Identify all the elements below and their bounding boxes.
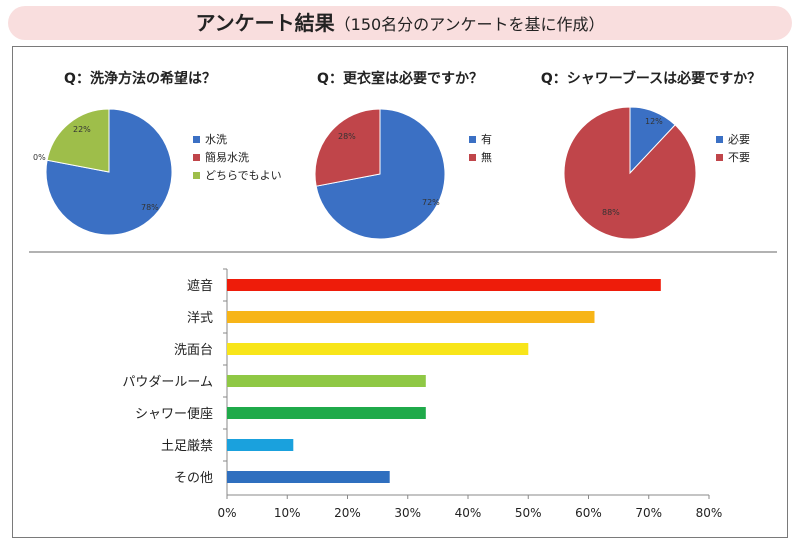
pie-2-legend-swatch-2 (469, 154, 476, 161)
bar-x-tick-label-5: 40% (455, 506, 482, 520)
pie-2-slice-1 (315, 108, 446, 240)
bar-x-tick-label-9: 80% (696, 506, 723, 520)
pie-1-legend-swatch-3 (193, 172, 200, 179)
pie-2-legend-label-2: 無 (481, 150, 492, 164)
bar-7 (227, 471, 390, 483)
bar-category-label-4: パウダールーム (122, 375, 213, 390)
pie-2-legend-label-1: 有 (481, 132, 492, 146)
pie-2-legend-swatch-1 (469, 136, 476, 143)
pie-1-legend-swatch-2 (193, 154, 200, 161)
pie-1-slice-3 (46, 108, 110, 173)
bar-x-tick-label-4: 30% (394, 506, 421, 520)
pie-2-value-label-2: 28% (338, 132, 356, 141)
bar-x-tick-label-2: 10% (274, 506, 301, 520)
pie-title-2: Q：更衣室は必要ですか？ (317, 70, 483, 87)
title-subtitle: （150名分のアンケートを基に作成） (334, 15, 605, 34)
pie-1-legend-label-3: どちらでもよい (205, 169, 282, 182)
bar-4 (227, 375, 426, 387)
pie-3-value-label-1: 12% (645, 117, 663, 126)
pie-1-legend-label-2: 簡易水洗 (205, 150, 249, 164)
bar-category-label-2: 洋式 (187, 311, 213, 326)
pie-1-value-label-3: 22% (73, 125, 91, 134)
bar-category-label-5: シャワー便座 (135, 407, 213, 422)
pie-3-legend-label-1: 必要 (728, 133, 750, 146)
bar-2 (227, 311, 595, 323)
title-main: アンケート結果 (195, 11, 335, 35)
pie-title-3: Q：シャワーブースは必要ですか？ (541, 70, 761, 87)
bar-category-label-1: 遮音 (187, 278, 213, 294)
bar-6 (227, 439, 294, 451)
pie-title-1: Q：洗浄方法の希望は？ (64, 70, 216, 87)
bar-category-label-3: 洗面台 (174, 343, 213, 358)
bar-3 (227, 343, 529, 355)
pie-2-value-label-1: 72% (422, 198, 440, 207)
pie-1-legend-label-1: 水洗 (205, 133, 227, 146)
pie-3-slice-2 (563, 106, 697, 240)
bar-1 (227, 279, 661, 291)
bar-x-tick-label-8: 70% (635, 506, 662, 520)
bar-5 (227, 407, 426, 419)
pie-2-slice-2 (314, 108, 381, 187)
chart-panel: Q：洗浄方法の希望は？ 78% 0% 22% 水洗簡易水洗どちらでもよい Q：更衣室は必要… (12, 46, 788, 538)
bar-category-label-7: その他 (174, 471, 213, 486)
page-title: アンケート結果（150名分のアンケートを基に作成） (8, 6, 792, 40)
bar-x-tick-label-1: 0% (217, 506, 236, 520)
bar-category-label-6: 土足厳禁 (161, 439, 213, 454)
bar-x-tick-label-3: 20% (334, 506, 361, 520)
pie-3-legend-label-2: 不要 (728, 151, 750, 164)
pie-3-legend-swatch-1 (716, 136, 723, 143)
pie-1-value-label-2: 0% (33, 153, 46, 162)
pie-3-value-label-2: 88% (602, 208, 620, 217)
pie-3-legend-swatch-2 (716, 154, 723, 161)
pie-1-value-label-1: 78% (141, 203, 159, 212)
bar-x-tick-label-7: 60% (575, 506, 602, 520)
pie-1-legend-swatch-1 (193, 136, 200, 143)
bar-x-tick-label-6: 50% (515, 506, 542, 520)
